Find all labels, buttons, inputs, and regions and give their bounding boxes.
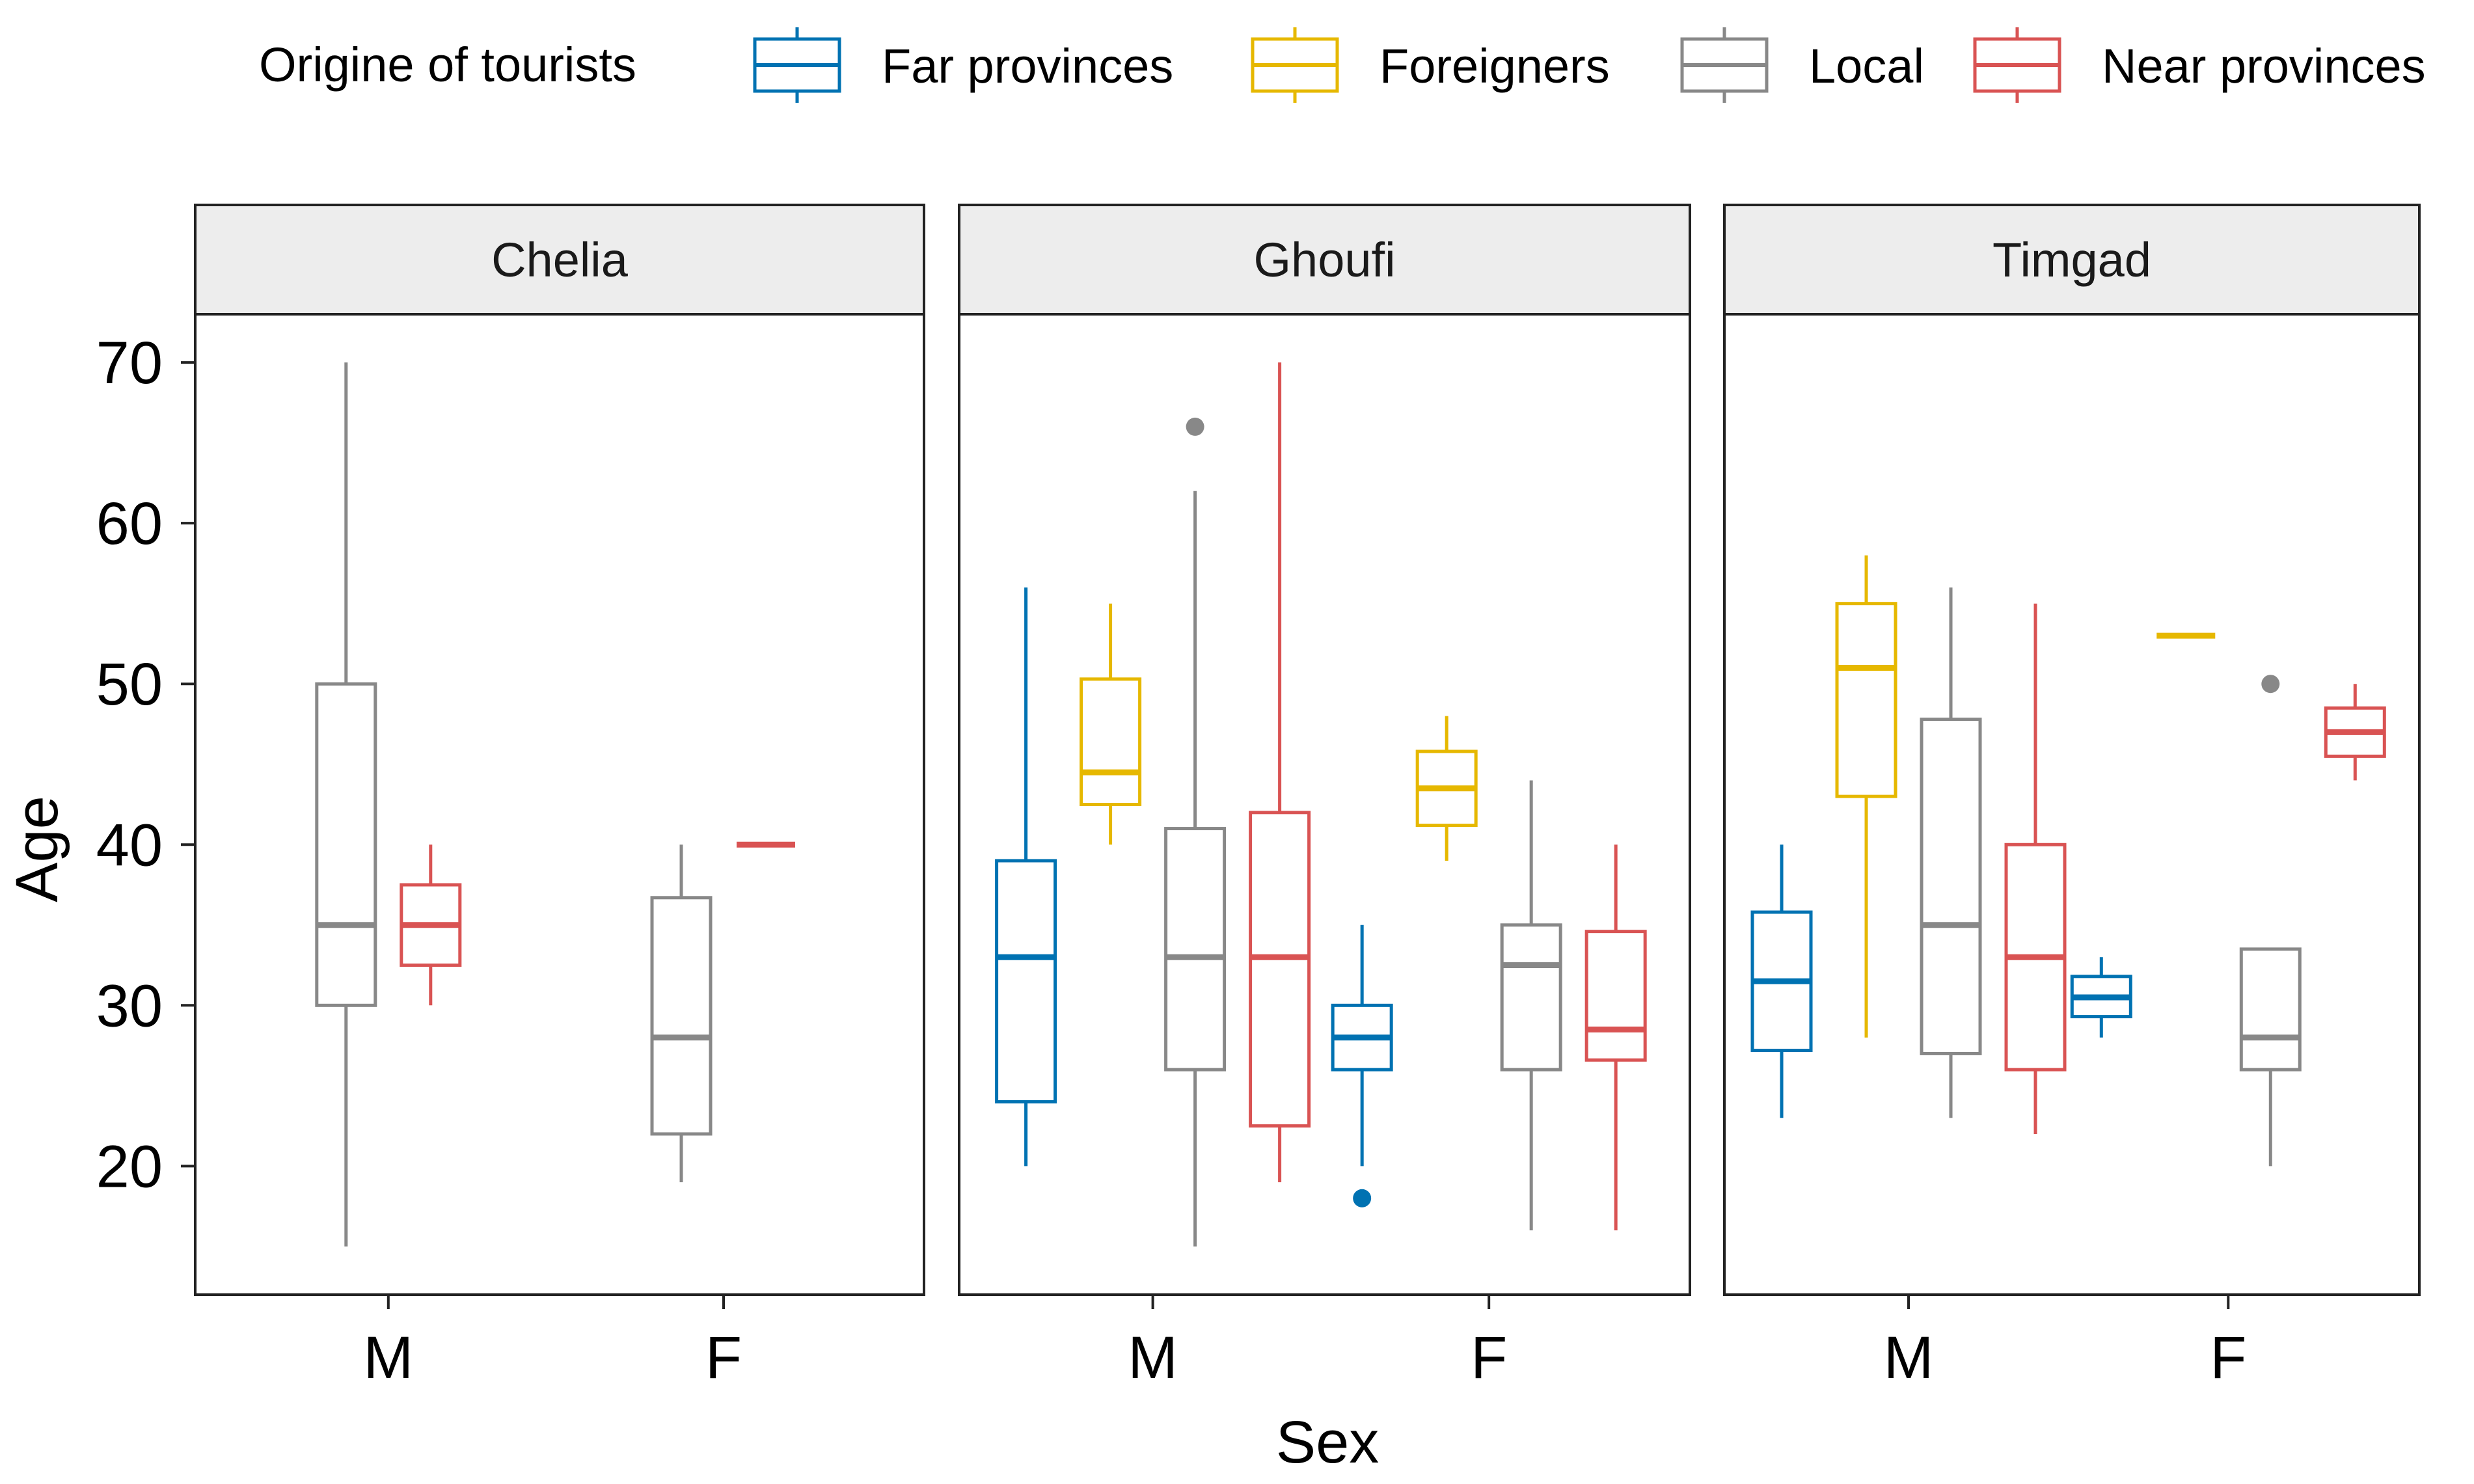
panel-chelia: Chelia M F (194, 204, 925, 1391)
box-iqr (2239, 947, 2302, 1072)
box-ghoufi-f-far-provinces (1331, 924, 1393, 1207)
y-tick-label: 30 (96, 973, 163, 1039)
y-axis: 20 30 40 50 60 70 (96, 330, 195, 1200)
box-chelia-m-local (315, 362, 377, 1247)
box-iqr (1584, 930, 1647, 1062)
x-tick-label: F (705, 1325, 742, 1391)
y-tick-label: 70 (96, 330, 163, 396)
box-ghoufi-f-local (1500, 780, 1562, 1231)
panel-frame (1723, 313, 2421, 1296)
legend-label: Foreigners (1380, 39, 1610, 93)
x-tick-label: F (1471, 1325, 1507, 1391)
y-tick-label: 40 (96, 812, 163, 878)
x-tick-label: F (2210, 1325, 2246, 1391)
box-ghoufi-f-foreigners (1415, 716, 1478, 861)
facet-strip (958, 204, 1691, 316)
legend-label: Local (1809, 39, 1924, 93)
facet-panels: Chelia M F Ghoufi M F Timgad M F (194, 204, 2421, 1391)
box-timgad-f-far-provinces (2070, 957, 2132, 1038)
legend-item-near-provinces: Near provinces (1973, 27, 2426, 103)
x-tick-label: M (1884, 1325, 1934, 1391)
x-axis-label: Sex (1276, 1409, 1380, 1476)
legend-item-local: Local (1680, 27, 1924, 103)
facet-strip (194, 204, 925, 316)
box-iqr (995, 859, 1057, 1104)
y-tick-label: 60 (96, 491, 163, 557)
legend-label: Far provinces (882, 39, 1173, 93)
x-tick-label: M (363, 1325, 413, 1391)
legend-label: Near provinces (2102, 39, 2426, 93)
y-axis-label: Age (4, 796, 70, 902)
outlier-point (1353, 1189, 1372, 1207)
box-ghoufi-m-foreigners (1080, 603, 1142, 845)
box-iqr (1164, 827, 1227, 1072)
panel-timgad: Timgad M F (1723, 204, 2421, 1391)
outlier-point (2261, 675, 2280, 694)
box-chelia-m-near-provinces (400, 844, 462, 1006)
box-iqr (1835, 602, 1897, 798)
box-iqr (1249, 811, 1311, 1128)
box-iqr (315, 682, 377, 1007)
y-tick-label: 50 (96, 651, 163, 718)
box-ghoufi-m-local (1164, 417, 1227, 1247)
box-iqr (1500, 923, 1562, 1072)
box-iqr (1080, 677, 1142, 806)
box-ghoufi-m-near-provinces (1249, 362, 1311, 1183)
box-timgad-m-foreigners (1835, 555, 1897, 1038)
legend-item-far-provinces: Far provinces (753, 27, 1173, 103)
outlier-point (1186, 417, 1204, 436)
box-iqr (650, 896, 713, 1136)
y-tick-label: 20 (96, 1133, 163, 1200)
box-timgad-f-local (2239, 675, 2302, 1167)
facet-title: Timgad (1992, 233, 2151, 287)
box-timgad-m-near-provinces (2004, 603, 2067, 1134)
box-timgad-m-far-provinces (1750, 844, 1813, 1118)
legend-item-foreigners: Foreigners (1251, 27, 1610, 103)
legend-title: Origine of tourists (259, 38, 636, 92)
panel-ghoufi: Ghoufi M F (958, 204, 1691, 1391)
box-chelia-f-local (650, 844, 713, 1183)
box-iqr (1920, 718, 1982, 1055)
legend: Origine of tourists Far provinces Foreign… (259, 27, 2426, 103)
panel-frame (194, 313, 925, 1296)
facet-title: Ghoufi (1253, 233, 1395, 287)
facet-title: Chelia (491, 233, 629, 287)
box-ghoufi-m-far-provinces (995, 587, 1057, 1167)
box-ghoufi-f-near-provinces (1584, 844, 1647, 1231)
box-timgad-m-local (1920, 587, 1982, 1118)
x-tick-label: M (1128, 1325, 1178, 1391)
box-timgad-f-near-provinces (2324, 684, 2386, 781)
panel-frame (958, 313, 1691, 1296)
